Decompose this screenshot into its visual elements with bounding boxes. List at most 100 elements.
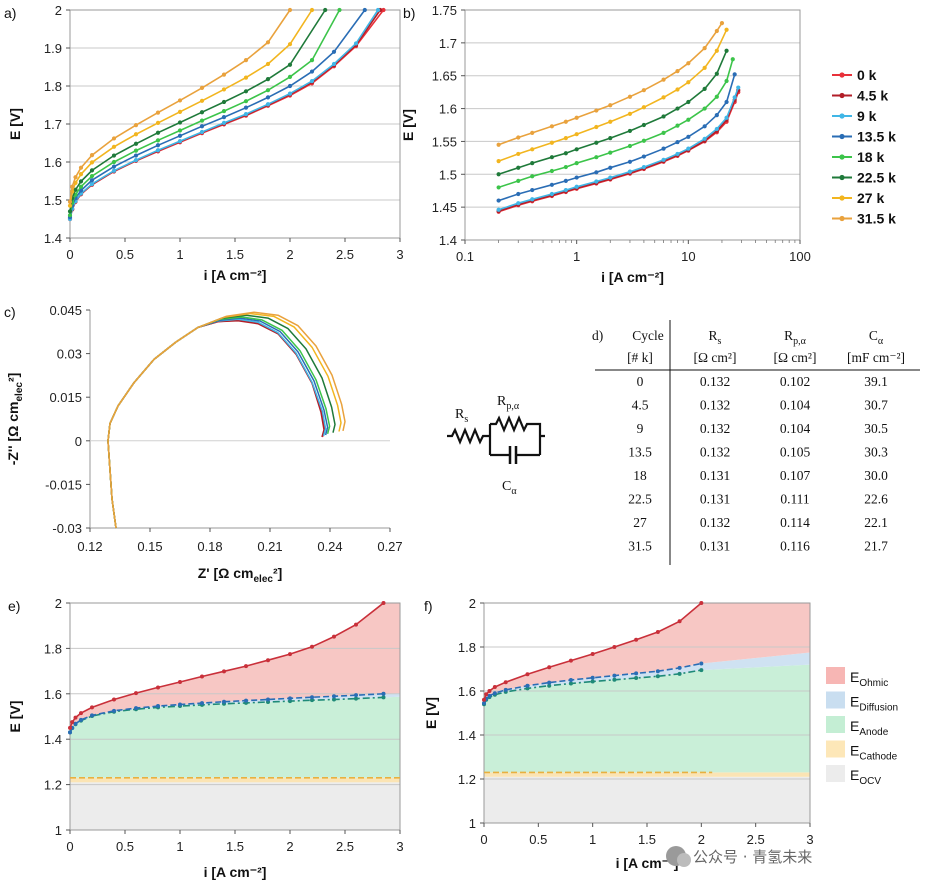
y-tick-label: 1.2	[44, 778, 62, 793]
data-point	[287, 74, 293, 79]
data-point	[199, 98, 205, 103]
nyquist-curve	[107, 311, 346, 529]
series-line	[498, 22, 723, 146]
total-line-point	[112, 697, 116, 702]
circuit-wire	[447, 415, 545, 457]
total-line-point	[156, 685, 160, 690]
legend-swatch	[826, 765, 845, 782]
diffusion-line-point	[381, 691, 386, 696]
x-tick-label: 1.5	[638, 832, 656, 847]
data-point	[675, 139, 680, 145]
diffusion-line-point	[503, 687, 508, 692]
data-point	[724, 99, 729, 105]
table-cell: 0.116	[780, 539, 810, 554]
total-line-point	[222, 669, 226, 674]
data-point	[530, 187, 535, 193]
table-cell: 9	[637, 421, 644, 436]
table-unit: [mF cm⁻²]	[847, 350, 905, 365]
legend-marker	[839, 154, 845, 160]
data-point	[331, 61, 337, 67]
total-line-point	[547, 665, 552, 670]
data-point	[594, 140, 599, 145]
y-tick-label: 2	[55, 596, 62, 611]
diffusion-line-point	[79, 717, 83, 722]
nyquist-curve	[107, 314, 336, 529]
legend-marker	[839, 92, 845, 99]
data-point	[89, 153, 95, 158]
data-point	[675, 69, 680, 74]
data-point	[309, 7, 315, 13]
legend-label-text: E	[850, 669, 859, 685]
x-tick-label: 1	[176, 247, 183, 262]
data-point	[496, 185, 501, 190]
data-point	[177, 109, 183, 114]
watermark: 公众号 · 青氢未来	[666, 846, 812, 867]
legend-swatch	[826, 691, 845, 709]
data-point	[362, 7, 367, 13]
data-point	[287, 83, 293, 89]
data-point	[563, 119, 568, 124]
y-tick-label: 1.65	[432, 69, 457, 84]
total-line-point	[332, 634, 336, 639]
series-line	[498, 87, 740, 211]
legend-label: 9 k	[857, 108, 877, 124]
data-point	[265, 88, 271, 93]
data-point	[287, 62, 293, 67]
data-point	[719, 21, 725, 26]
total-line-point	[70, 720, 75, 725]
data-point	[574, 175, 579, 180]
diffusion-line-point	[634, 671, 639, 676]
y-tick-label: 2	[469, 596, 476, 611]
data-point	[111, 136, 117, 141]
data-point	[133, 141, 139, 146]
total-line-point	[503, 680, 508, 685]
legend-swatch	[826, 667, 845, 684]
data-point	[331, 49, 337, 54]
data-point	[641, 164, 646, 170]
anode-line-point	[354, 696, 358, 701]
data-point	[530, 130, 535, 135]
total-line-point	[288, 652, 292, 657]
total-line-point	[68, 725, 72, 730]
x-tick-label: 3	[806, 832, 813, 847]
table-cell: 0.102	[780, 374, 810, 389]
diffusion-line-point	[677, 665, 682, 670]
data-point	[516, 191, 521, 197]
data-point	[627, 111, 633, 116]
data-point	[732, 95, 737, 100]
panel-e: 0 0.5 1 1.5 2 2.5 3 1 1.2 1.4 1.6 1.8 2 e) i [A cm⁻²] E…	[7, 596, 404, 880]
data-point	[549, 155, 554, 160]
data-point	[724, 115, 729, 120]
total-line-point	[244, 664, 248, 669]
data-point	[686, 61, 691, 66]
data-point	[641, 138, 646, 143]
nyquist-curve	[107, 320, 325, 529]
data-point	[496, 198, 501, 203]
data-point	[574, 184, 579, 189]
data-point	[89, 160, 95, 165]
table-cell: 0	[637, 374, 644, 389]
diffusion-line-point	[332, 694, 336, 699]
table-cell: 18	[633, 468, 647, 483]
y-tick-label: 1.6	[44, 687, 62, 702]
data-point	[530, 174, 535, 179]
series-line	[69, 9, 385, 220]
x-tick-label: 0	[66, 839, 73, 854]
data-point	[675, 151, 680, 157]
table-cell: 30.7	[864, 398, 888, 413]
data-point	[608, 165, 613, 170]
data-point	[563, 136, 568, 141]
series-line	[69, 9, 379, 220]
data-point	[549, 124, 554, 129]
data-point	[702, 136, 707, 141]
diffusion-line-point	[288, 696, 292, 701]
total-line-point	[484, 692, 489, 697]
data-point	[199, 129, 205, 135]
x-tick-label: 0	[66, 247, 73, 262]
y-tick-label: 1.6	[44, 155, 62, 170]
data-point	[199, 110, 205, 115]
y-tick-label: 1.4	[458, 728, 476, 743]
anode-line-point	[332, 697, 336, 702]
diffusion-line-point	[590, 675, 595, 680]
data-point	[155, 143, 161, 148]
